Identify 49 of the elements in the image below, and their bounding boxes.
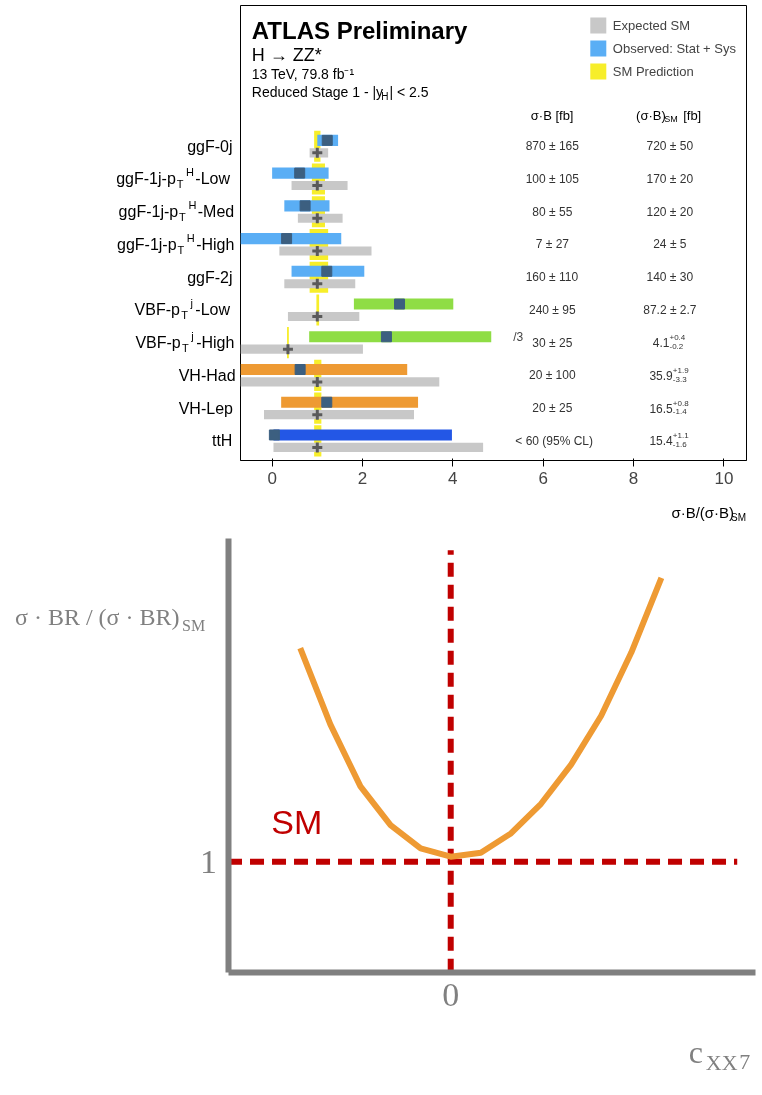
text: 0 bbox=[442, 975, 460, 1013]
annotation: 80 ± 55 bbox=[532, 204, 573, 219]
x-tick-label: 8 bbox=[628, 468, 639, 488]
y-tick-label: VH-Had bbox=[178, 366, 236, 384]
bar bbox=[273, 442, 484, 452]
legend-label: SM Prediction bbox=[612, 63, 694, 79]
annotation: 170 ± 20 bbox=[646, 171, 694, 186]
annotation: 24 ± 5 bbox=[653, 237, 687, 252]
y-tick-label: ggF-2j bbox=[187, 268, 233, 286]
text: 1 bbox=[200, 842, 218, 880]
bar bbox=[279, 246, 372, 256]
annotation: 140 ± 30 bbox=[646, 270, 694, 285]
annotation: 30 ± 25 bbox=[532, 335, 573, 350]
annotation: /3 bbox=[513, 329, 524, 344]
annotation: 20 ± 100 bbox=[529, 368, 576, 383]
legend-label: Observed: Stat + Sys bbox=[612, 40, 736, 56]
x-tick-label: 0 bbox=[267, 468, 277, 488]
bar bbox=[281, 396, 419, 408]
bar bbox=[287, 311, 360, 322]
bar bbox=[263, 410, 414, 420]
x-tick-label: 6 bbox=[538, 468, 548, 488]
bar bbox=[240, 377, 440, 387]
annotation: 7 ± 27 bbox=[535, 237, 570, 252]
annotation: 240 ± 95 bbox=[529, 302, 576, 317]
bar bbox=[240, 344, 363, 354]
y-tick-label: ttH bbox=[211, 432, 233, 450]
text: σ·B [fb] bbox=[530, 107, 574, 123]
x-tick-label: 2 bbox=[357, 468, 368, 488]
bar bbox=[240, 233, 342, 245]
chart-title: ATLAS Preliminary bbox=[251, 16, 469, 44]
x-tick-label: 10 bbox=[714, 468, 734, 488]
annotation: 87.2 ± 2.7 bbox=[643, 302, 697, 317]
annotation: < 60 (95% CL) bbox=[515, 433, 594, 448]
bar bbox=[240, 363, 408, 376]
annotation: 120 ± 20 bbox=[646, 204, 694, 219]
annotation: 20 ± 25 bbox=[532, 401, 573, 416]
text: 13 TeV, 79.8 fb⁻¹ bbox=[251, 66, 355, 83]
y-tick-label: ggF-0j bbox=[187, 137, 233, 155]
bar bbox=[309, 331, 492, 343]
chart-subtitle: H → ZZ* bbox=[251, 44, 322, 65]
x-tick-label: 4 bbox=[448, 468, 458, 488]
annotation: 160 ± 110 bbox=[525, 270, 579, 285]
ref-line-label: SM bbox=[271, 803, 323, 842]
annotation: 720 ± 50 bbox=[646, 139, 694, 154]
bar bbox=[284, 279, 356, 289]
y-tick-label: VH-Lep bbox=[178, 399, 234, 417]
annotation: 100 ± 105 bbox=[525, 171, 580, 186]
annotation: 870 ± 165 bbox=[525, 139, 580, 154]
legend-label: Expected SM bbox=[612, 17, 691, 33]
